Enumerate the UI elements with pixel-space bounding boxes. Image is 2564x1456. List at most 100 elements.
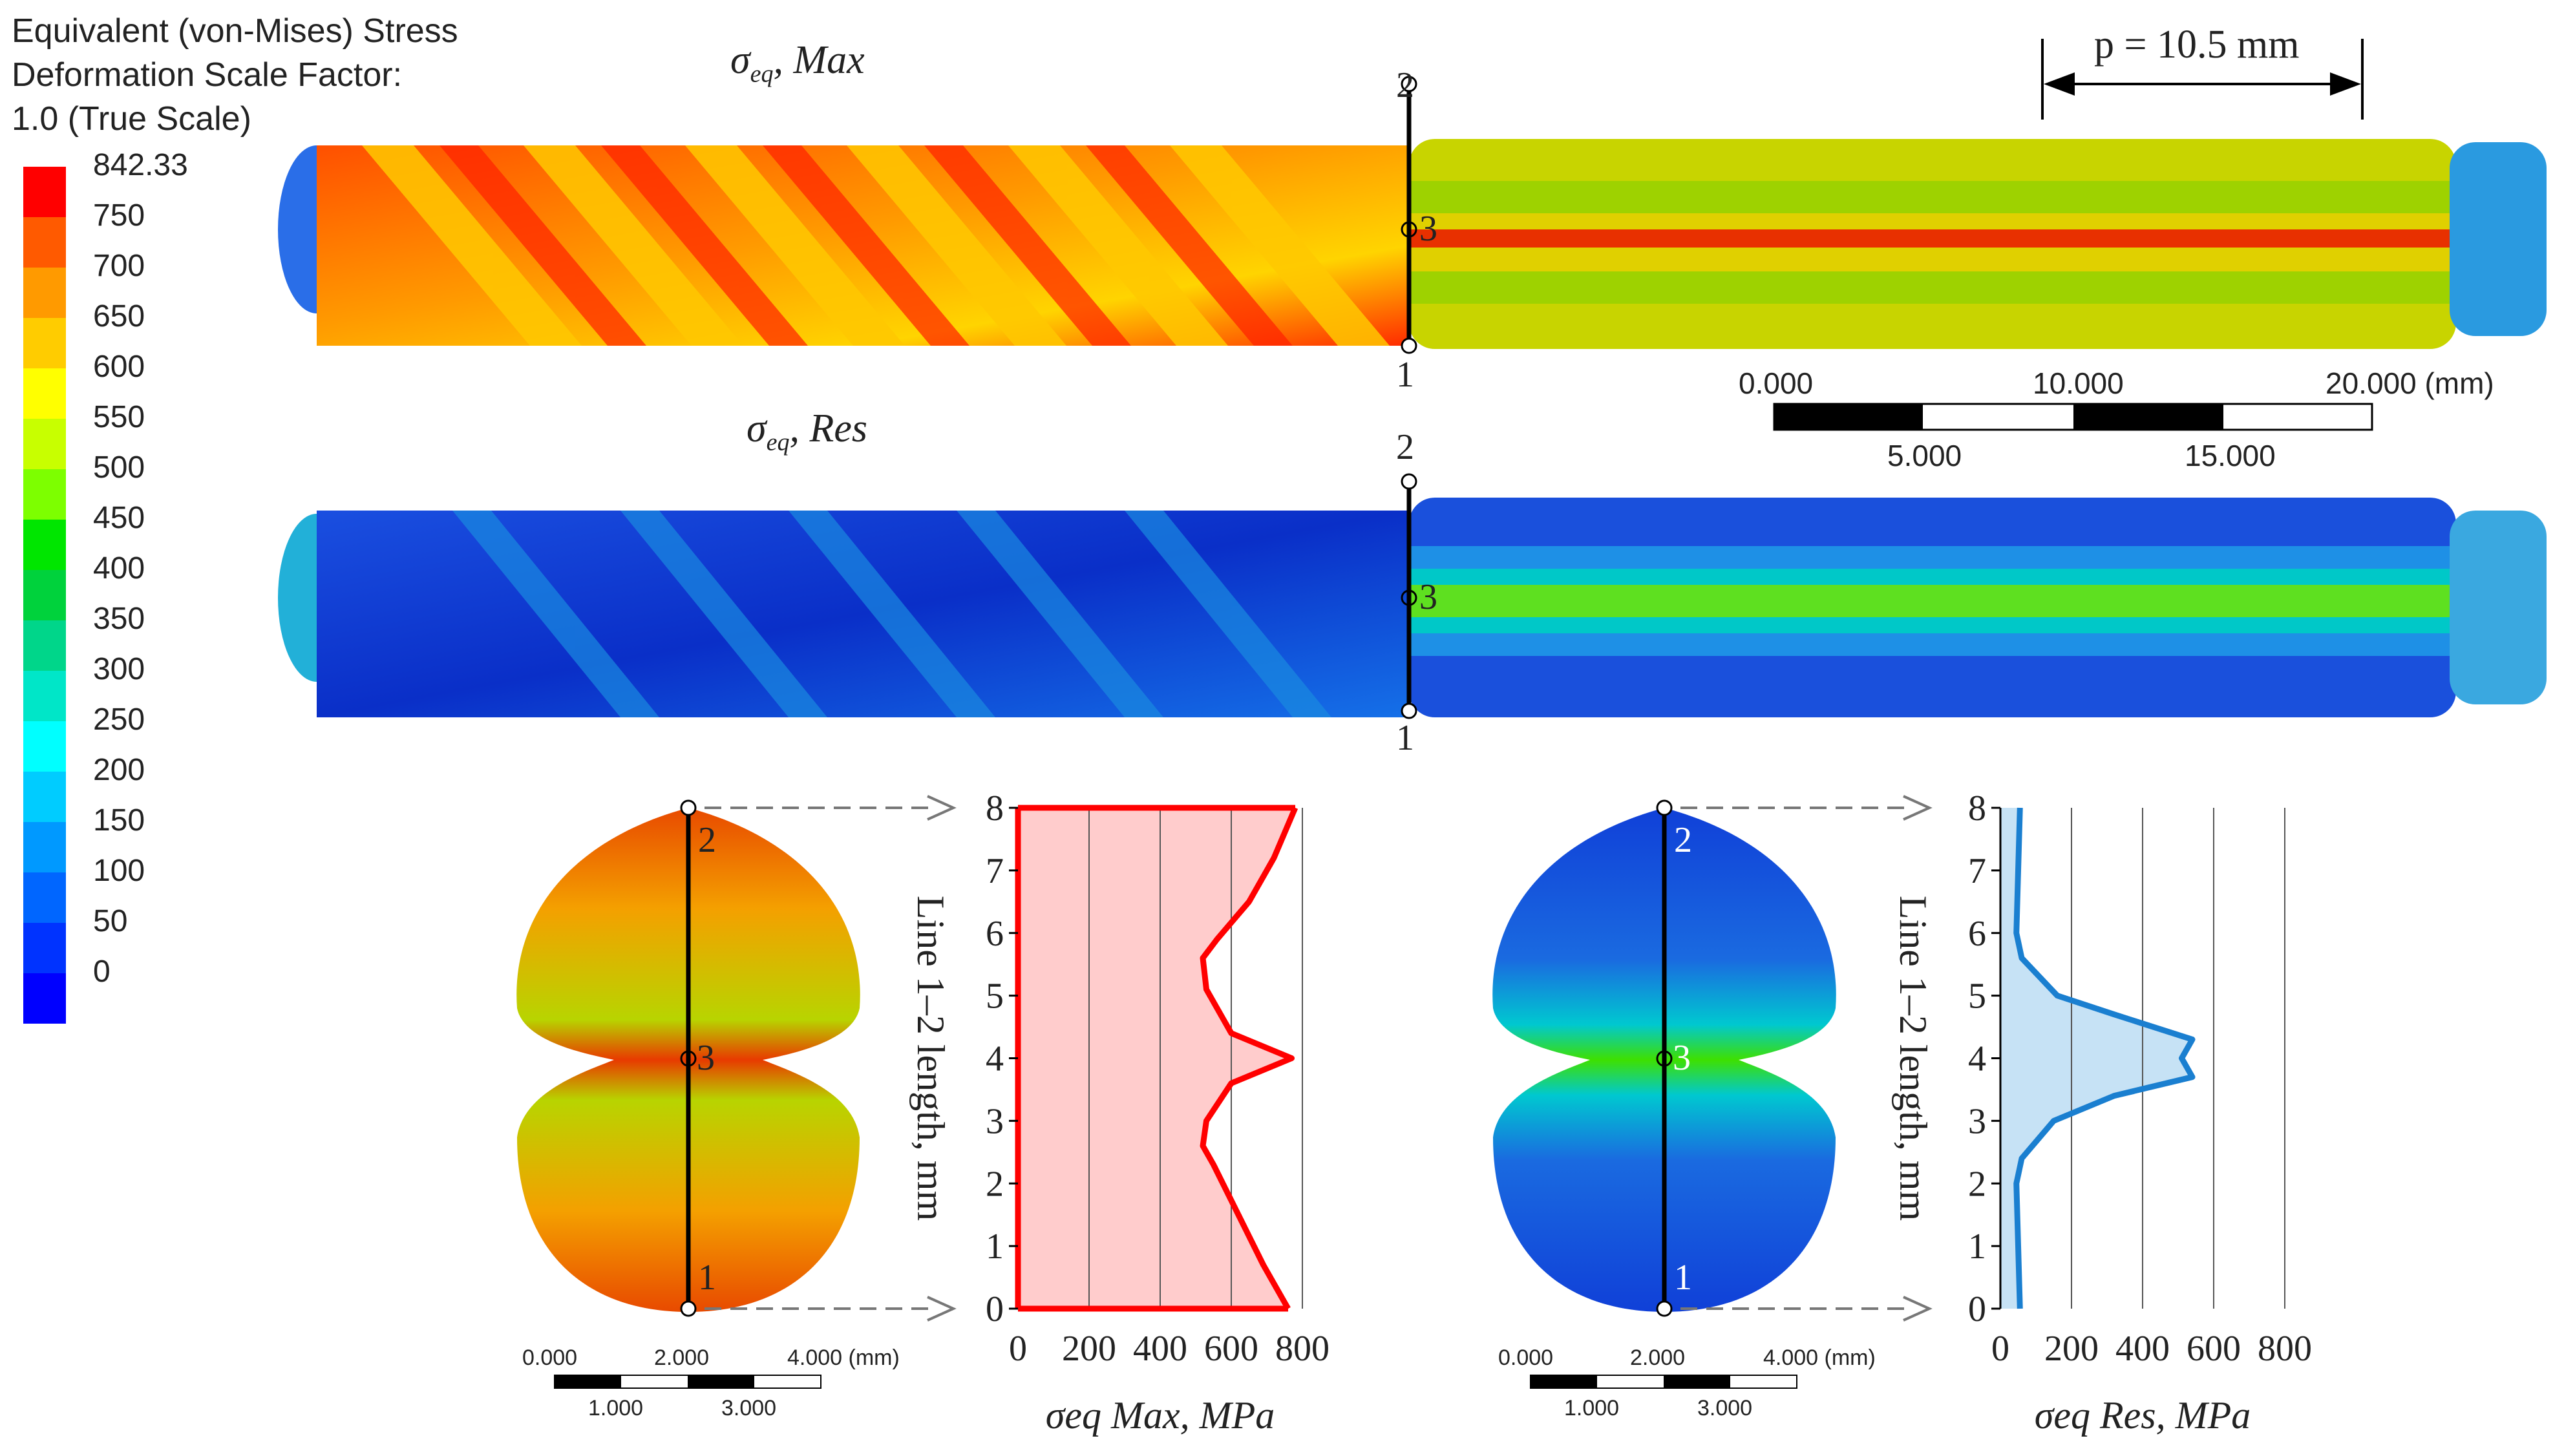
legend-title: Equivalent (von-Mises) Stress Deformatio…	[12, 9, 458, 141]
y-tick-label: 8	[1968, 788, 1986, 828]
small-scale-bar-left	[554, 1375, 821, 1389]
y-tick-label: 3	[986, 1101, 1004, 1141]
legend-label: 150	[93, 803, 145, 838]
legend-swatch	[23, 318, 66, 368]
shaft-max-label: σeq, Max	[730, 38, 865, 88]
legend-swatch	[23, 872, 66, 923]
point-2-label: 2	[1674, 820, 1692, 860]
chart-max: 0 1 2 3 4 5 6 7 8 0 200 400 600 800 Line 1–2 length, m…	[909, 788, 1330, 1437]
point-3-label: 3	[1419, 577, 1437, 617]
y-tick-label: 6	[986, 914, 1004, 954]
y-tick-label: 4	[986, 1039, 1004, 1079]
point-1-label: 1	[698, 1258, 716, 1298]
shaft-max-twisted-part	[278, 145, 1409, 346]
point-3-label: 3	[1419, 209, 1437, 249]
legend-label: 250	[93, 702, 145, 737]
small-scale-label: 4.000 (mm)	[1763, 1345, 1876, 1370]
small-scale-label: 0.000	[522, 1345, 578, 1370]
arrow-head-icon	[1903, 795, 1933, 821]
small-scale-label: 3.000	[721, 1396, 777, 1420]
point-1-label: 1	[1674, 1258, 1692, 1298]
small-scale-label: 3.000	[1697, 1396, 1753, 1420]
pitch-arrow-left-icon	[2044, 72, 2075, 96]
arrow-head-icon	[927, 795, 957, 821]
point-3-label: 3	[1673, 1038, 1691, 1078]
legend-swatch	[23, 772, 66, 822]
series-line	[2013, 807, 2196, 1309]
small-scale-bar-right	[1530, 1375, 1797, 1389]
x-tick-label: 600	[2187, 1329, 2241, 1369]
y-tick-label: 7	[986, 851, 1004, 891]
pitch-arrow-right-icon	[2330, 72, 2361, 96]
shaft-res-cut-part	[1409, 498, 2547, 717]
point-2-label: 2	[1396, 427, 1414, 467]
point-2-label: 2	[698, 820, 716, 860]
legend-swatch	[23, 217, 66, 268]
x-tick-label: 0	[1009, 1329, 1027, 1369]
y-tick-label: 8	[986, 788, 1004, 828]
legend-swatch	[23, 973, 66, 1024]
legend-swatch	[23, 268, 66, 318]
small-scale-label: 1.000	[1564, 1396, 1620, 1420]
y-tick-label: 1	[1968, 1227, 1986, 1267]
point-1-label: 1	[1396, 355, 1414, 395]
x-axis-title: σeq Res, MPa	[2035, 1394, 2251, 1437]
scale-label-0: 0.000	[1739, 366, 1814, 400]
scale-label-10: 10.000	[2033, 366, 2124, 400]
legend-label: 0	[93, 955, 111, 989]
legend-swatch	[23, 469, 66, 520]
small-scale-label: 0.000	[1498, 1345, 1554, 1370]
legend-swatch	[23, 721, 66, 772]
legend-label: 400	[93, 551, 145, 586]
series-line	[1200, 807, 1298, 1311]
y-tick-label: 2	[986, 1164, 1004, 1204]
legend-title-line-3: 1.0 (True Scale)	[12, 100, 251, 138]
legend-label: 50	[93, 904, 128, 938]
arrow-head-icon	[1903, 1296, 1933, 1322]
y-tick-label: 3	[1968, 1101, 1986, 1141]
legend-title-line-2: Deformation Scale Factor:	[12, 56, 403, 94]
y-tick-label: 5	[986, 976, 1004, 1017]
legend-label: 300	[93, 652, 145, 686]
scale-label-15: 15.000	[2185, 439, 2276, 472]
dashed-connectors	[705, 807, 1913, 1310]
y-tick-label: 0	[1968, 1289, 1986, 1329]
legend-swatch	[23, 368, 66, 419]
legend-label: 750	[93, 198, 145, 233]
x-tick-label: 200	[2044, 1329, 2099, 1369]
legend-swatch	[23, 167, 66, 217]
x-tick-label: 0	[1991, 1329, 2009, 1369]
shaft-res-twisted-part	[278, 511, 1409, 717]
legend-label: 650	[93, 299, 145, 333]
legend-label: 842.33	[93, 148, 188, 182]
big-scale-bar	[1773, 403, 2373, 431]
y-tick-label: 1	[986, 1227, 1004, 1267]
x-tick-label: 600	[1204, 1329, 1258, 1369]
legend-label: 700	[93, 249, 145, 283]
small-scale-label: 1.000	[588, 1396, 644, 1420]
x-tick-label: 200	[1062, 1329, 1116, 1369]
legend-swatch	[23, 520, 66, 570]
y-tick-label: 5	[1968, 976, 1986, 1017]
x-axis-title: σeq Max, MPa	[1046, 1394, 1275, 1437]
small-scale-label: 4.000 (mm)	[787, 1345, 900, 1370]
y-tick-label: 7	[1968, 851, 1986, 891]
point-2-label: 2	[1396, 65, 1414, 105]
legend-label: 600	[93, 350, 145, 384]
small-scale-label: 2.000	[654, 1345, 710, 1370]
scale-label-20: 20.000 (mm)	[2326, 366, 2494, 400]
legend-label: 350	[93, 602, 145, 636]
series-area	[1018, 808, 1295, 1309]
x-tick-label: 400	[1133, 1329, 1187, 1369]
legend-label: 450	[93, 501, 145, 535]
legend-swatch	[23, 419, 66, 469]
y-tick-label: 4	[1968, 1039, 1986, 1079]
legend-swatch	[23, 923, 66, 973]
y-tick-label: 6	[1968, 914, 1986, 954]
y-tick-label: 2	[1968, 1164, 1986, 1204]
y-axis-title: Line 1–2 length, mm	[1892, 896, 1934, 1221]
legend-label: 550	[93, 400, 145, 434]
pitch-label: p = 10.5 mm	[2094, 23, 2300, 67]
legend-label: 200	[93, 753, 145, 787]
